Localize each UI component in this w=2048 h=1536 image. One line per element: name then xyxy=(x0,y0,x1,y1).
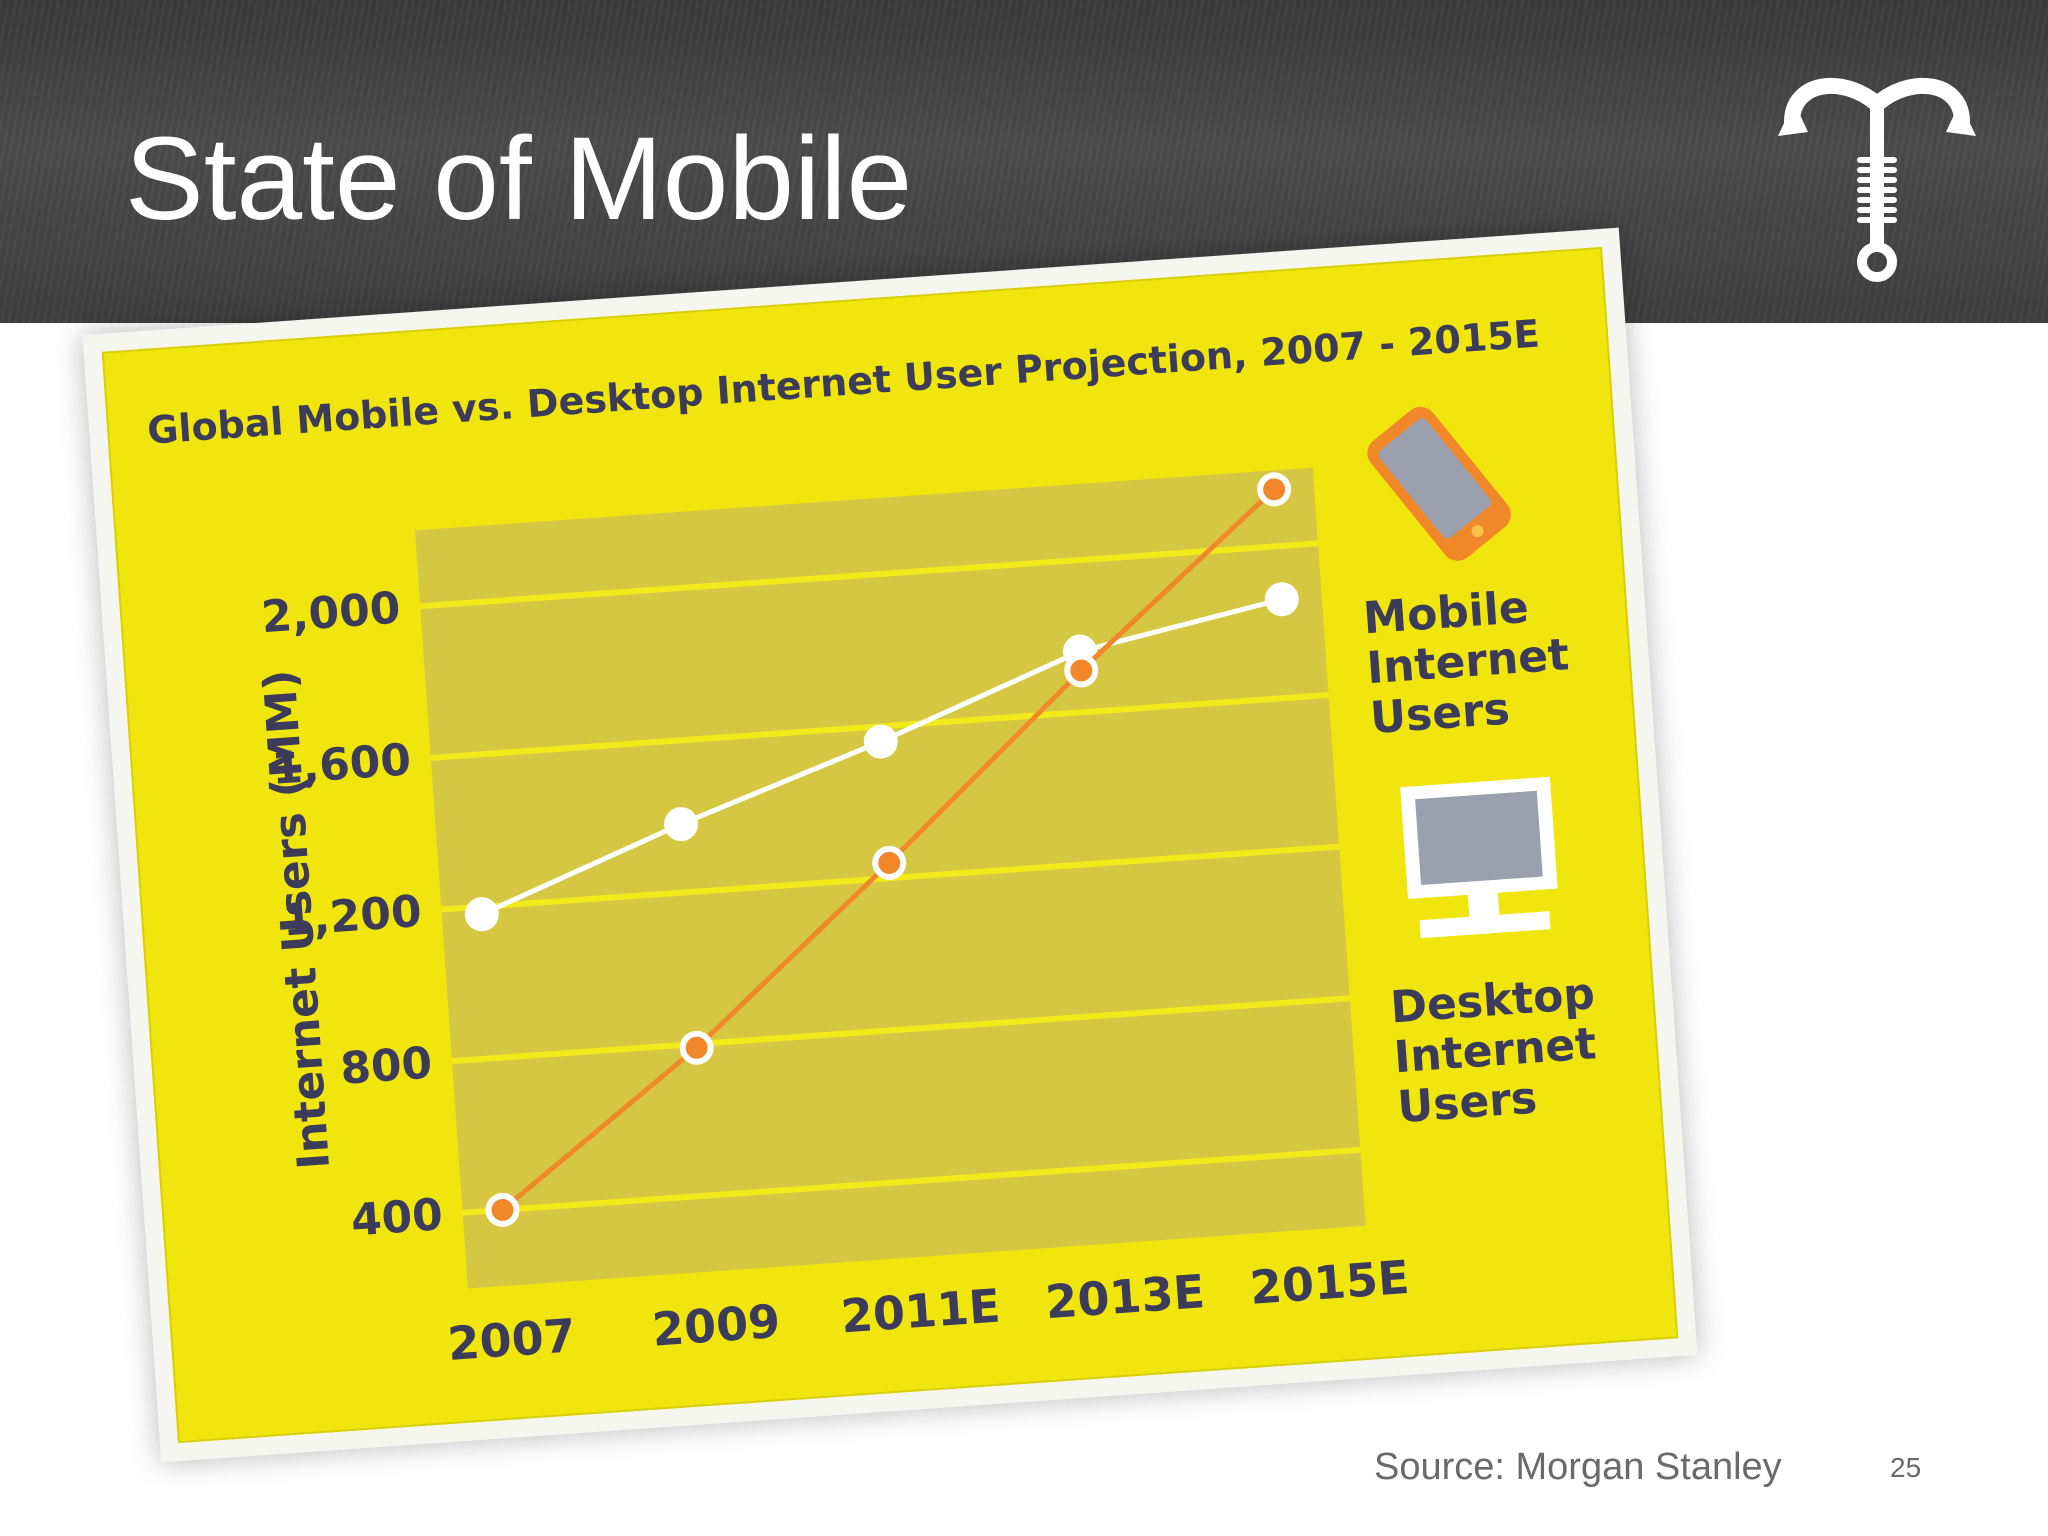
y-tick-label: 2,000 xyxy=(260,583,402,644)
line-chart: 400 800 1,200 1,600 2,000 2007 2009 2011E 2013E 2… xyxy=(254,467,1411,1371)
data-point xyxy=(1070,659,1093,682)
data-point xyxy=(863,724,898,759)
anchor-hook-icon xyxy=(1778,77,1976,282)
x-tick-label: 2013E xyxy=(1044,1264,1207,1329)
data-point xyxy=(685,1036,708,1059)
x-tick-label: 2015E xyxy=(1248,1250,1411,1315)
data-point xyxy=(878,851,901,874)
data-point xyxy=(491,1198,514,1221)
data-point xyxy=(1263,478,1286,501)
gridline xyxy=(419,540,1319,610)
slide-title: State of Mobile xyxy=(125,113,913,245)
y-tick-label: 400 xyxy=(349,1189,444,1246)
data-point xyxy=(464,897,499,932)
slide-header xyxy=(0,0,2048,323)
x-tick-label: 2011E xyxy=(839,1279,1002,1344)
data-point xyxy=(1264,582,1299,617)
gridline xyxy=(462,1146,1361,1216)
x-tick-label: 2007 xyxy=(446,1308,577,1371)
x-tick-label: 2009 xyxy=(650,1294,781,1357)
gridline xyxy=(451,995,1351,1065)
page-number: 25 xyxy=(1890,1452,1922,1483)
y-tick-label: 1,600 xyxy=(270,734,412,795)
data-point xyxy=(664,807,699,842)
chart-panel: Global Mobile vs. Desktop Internet User … xyxy=(101,246,1679,1444)
smartphone-icon xyxy=(1367,406,1511,561)
chart-card: Global Mobile vs. Desktop Internet User … xyxy=(82,227,1698,1463)
legend-mobile-label: Mobile Internet Users xyxy=(1361,581,1571,745)
desktop-monitor-icon xyxy=(1400,776,1558,939)
legend-desktop-label: Desktop Internet Users xyxy=(1388,968,1598,1134)
source-note: Source: Morgan Stanley xyxy=(1374,1446,1782,1488)
y-tick-label: 1,200 xyxy=(281,886,423,947)
y-tick-label: 800 xyxy=(339,1038,434,1095)
